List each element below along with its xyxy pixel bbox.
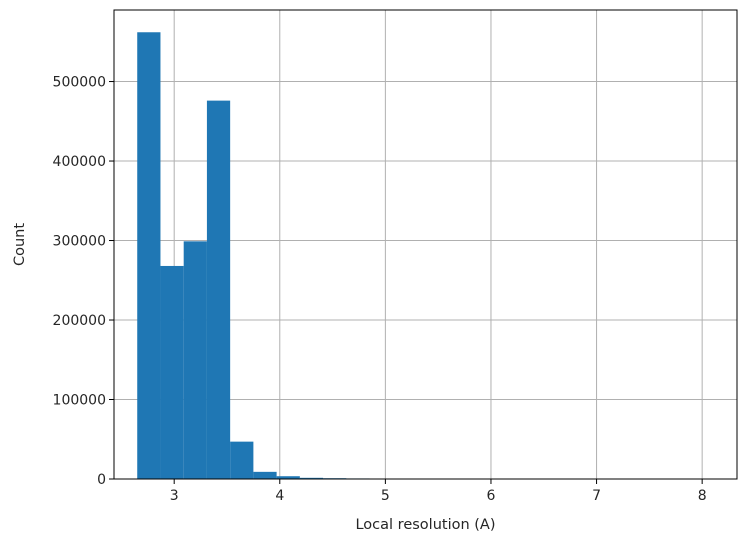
x-tick-label: 5	[381, 488, 390, 504]
histogram-bar	[230, 441, 254, 479]
x-tick-label: 4	[275, 488, 284, 504]
histogram-bar	[276, 476, 300, 479]
x-tick-label: 8	[698, 488, 707, 504]
histogram-bars	[137, 32, 718, 480]
y-tick-label: 100000	[53, 393, 106, 409]
histogram-bar	[253, 471, 277, 479]
y-axis-label: Count	[12, 223, 28, 266]
y-tick-label: 300000	[53, 234, 106, 250]
y-tick-label: 400000	[53, 154, 106, 170]
y-tick-label: 200000	[53, 313, 106, 329]
y-tick-label: 500000	[53, 75, 106, 91]
x-tick-label: 7	[592, 488, 601, 504]
histogram-bar	[206, 100, 231, 480]
y-tick-label: 0	[97, 472, 106, 488]
x-tick-label: 3	[170, 488, 179, 504]
histogram-bar	[160, 265, 184, 479]
y-axis-ticks: 0 100000 200000 300000 400000 500000	[53, 75, 114, 488]
histogram-bar	[299, 477, 324, 479]
histogram-bar	[183, 241, 207, 479]
x-axis-label: Local resolution (A)	[355, 517, 495, 533]
x-tick-label: 6	[487, 488, 496, 504]
histogram-bar	[137, 32, 161, 479]
plot-frame	[113, 9, 738, 480]
x-axis-ticks: 3 4 5 6 7 8	[170, 479, 707, 504]
